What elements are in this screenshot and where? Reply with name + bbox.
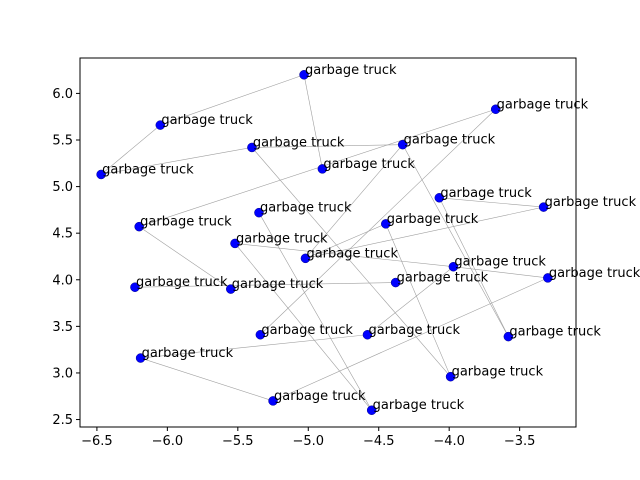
data-point [254, 207, 264, 218]
point-label: garbage truck [306, 246, 398, 261]
edge-line [439, 197, 509, 337]
edge-line [439, 197, 544, 208]
point-label: garbage truck [323, 157, 415, 172]
data-point [299, 70, 309, 80]
point-label: garbage truck [549, 266, 640, 281]
edge-line [160, 74, 305, 126]
edge-line [258, 212, 372, 411]
point-label: garbage truck [261, 323, 353, 338]
data-point [230, 238, 240, 249]
data-point [366, 405, 377, 415]
edge-line [234, 243, 372, 411]
x-tick-label: −4.0 [433, 434, 465, 449]
x-tick-label: −3.5 [504, 434, 536, 449]
edge-line [272, 277, 548, 402]
point-label: garbage truck [454, 255, 546, 270]
data-point [390, 277, 401, 288]
edge-line [139, 226, 231, 290]
edge-line [134, 282, 396, 288]
data-point [130, 282, 140, 292]
edges-layer [100, 74, 548, 411]
point-label: garbage truck [368, 323, 460, 338]
edge-line [251, 144, 403, 148]
y-tick-label: 4.0 [52, 273, 73, 288]
data-point [247, 142, 257, 153]
data-point [134, 221, 144, 232]
point-label: garbage truck [373, 398, 465, 413]
points-layer [96, 70, 553, 415]
point-label: garbage truck [305, 63, 397, 78]
edge-line [139, 108, 496, 227]
point-label: garbage truck [397, 271, 489, 286]
point-label: garbage truck [161, 113, 253, 128]
data-point [434, 193, 445, 203]
point-label: garbage truck [142, 346, 234, 361]
data-point [362, 330, 373, 340]
data-point [96, 169, 106, 180]
data-point [268, 396, 278, 406]
edge-line [305, 144, 403, 259]
y-tick-label: 4.5 [52, 227, 73, 242]
data-point [381, 219, 391, 229]
edge-line [260, 109, 496, 335]
data-point [155, 120, 166, 130]
data-point [543, 273, 553, 283]
edge-line [402, 144, 509, 337]
edge-line [101, 147, 252, 175]
edge-line [453, 266, 548, 279]
data-point [397, 139, 408, 150]
edge-line [100, 124, 161, 175]
data-point [445, 371, 456, 382]
point-label: garbage truck [452, 365, 544, 380]
x-tick-label: −5.5 [222, 434, 254, 449]
point-label: garbage truck [545, 195, 637, 210]
data-point [503, 331, 514, 342]
x-tick-label: −6.5 [81, 434, 113, 449]
point-label: garbage truck [140, 215, 232, 230]
x-tick-label: −5.0 [292, 434, 324, 449]
data-point [135, 353, 146, 363]
y-axis: 2.5 3.0 3.5 4.0 4.5 5.0 5.5 6.0 [52, 87, 80, 428]
data-point [317, 164, 328, 174]
point-label: garbage truck [236, 231, 328, 246]
point-label: garbage truck [232, 277, 324, 292]
point-label: garbage truck [260, 201, 352, 216]
edge-line [140, 334, 368, 359]
edge-line [251, 147, 451, 377]
data-point [490, 104, 501, 114]
data-point [448, 261, 459, 272]
edge-line [234, 243, 454, 268]
edge-line [367, 266, 454, 335]
edge-line [305, 206, 544, 259]
x-tick-label: −6.0 [152, 434, 184, 449]
x-axis: −6.5 −6.0 −5.5 −5.0 −4.5 −4.0 −3.5 [81, 427, 535, 449]
plot-frame [79, 57, 577, 428]
point-label: garbage truck [497, 97, 589, 112]
point-label: garbage truck [102, 162, 194, 177]
point-label: garbage truck [404, 133, 496, 148]
point-label: garbage truck [136, 275, 228, 290]
point-label: garbage truck [274, 389, 366, 404]
point-label: garbage truck [440, 186, 532, 201]
y-tick-label: 3.5 [52, 320, 73, 335]
edge-line [385, 223, 451, 377]
point-label: garbage truck [509, 325, 601, 340]
x-tick-label: −4.5 [363, 434, 395, 449]
y-tick-label: 5.5 [52, 134, 73, 149]
data-point [255, 330, 266, 340]
data-point [226, 284, 236, 294]
y-tick-label: 6.0 [52, 87, 73, 102]
edge-line [303, 74, 323, 169]
y-tick-label: 2.5 [52, 413, 73, 428]
y-tick-label: 3.0 [52, 366, 73, 381]
point-label: garbage truck [387, 212, 479, 227]
y-tick-label: 5.0 [52, 180, 73, 195]
data-point [538, 202, 549, 212]
data-point [300, 253, 311, 264]
edge-line [140, 357, 274, 402]
point-label: garbage truck [253, 135, 345, 150]
